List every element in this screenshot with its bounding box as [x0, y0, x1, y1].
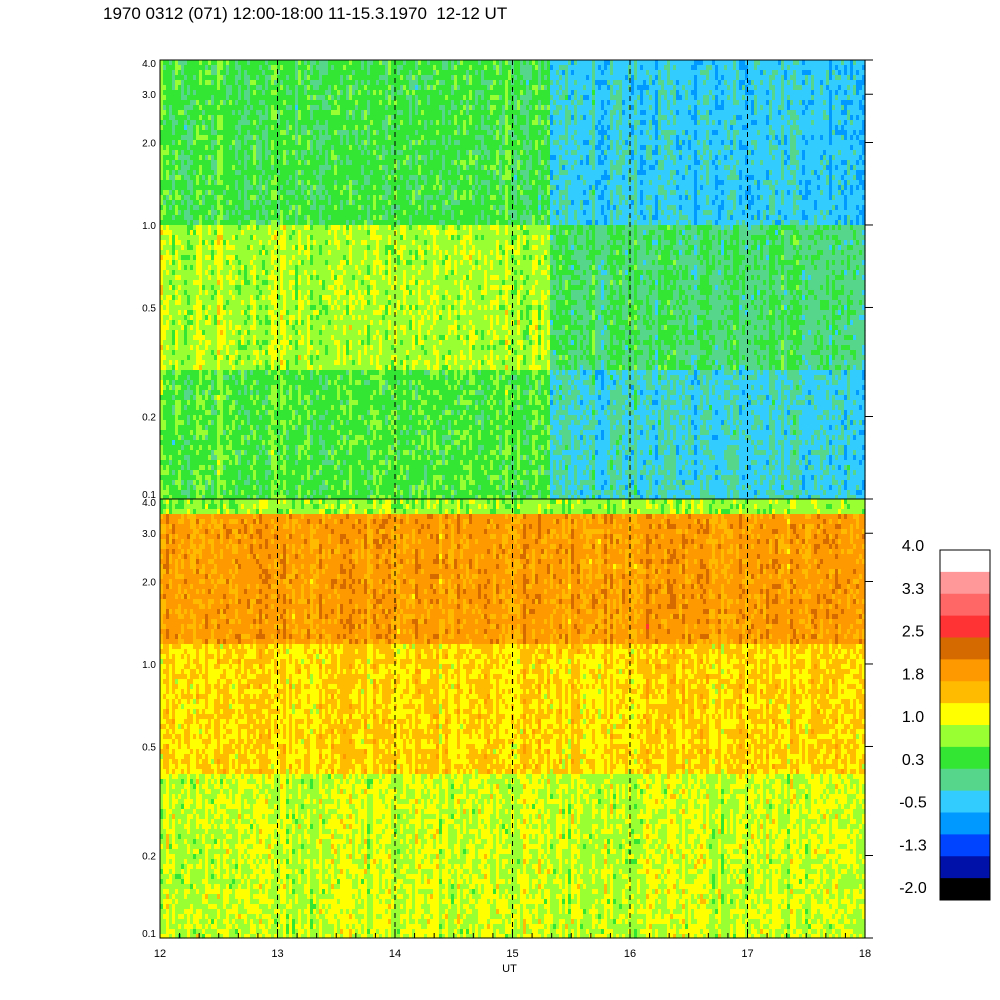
- top-panel: 4.03.02.01.00.50.20.1: [142, 59, 873, 501]
